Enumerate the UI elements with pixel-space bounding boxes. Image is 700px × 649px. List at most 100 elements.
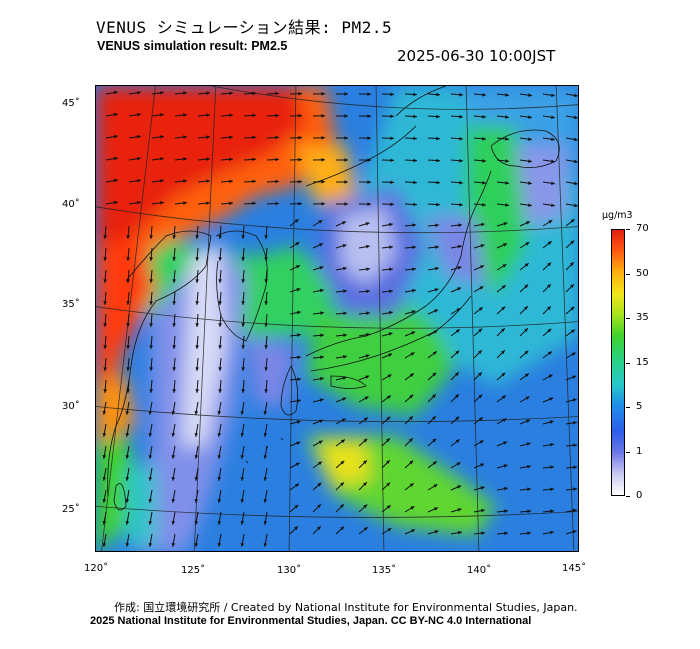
wind-arrow-head [480,463,485,467]
wind-arrow-head [298,91,302,96]
wind-arrow-head [344,92,348,96]
wind-arrow-head [195,367,199,371]
wind-arrow-head [389,267,393,272]
wind-arrow-head [206,113,210,117]
lon-label-140: 140˚ [467,565,492,576]
wind-arrow-head [502,418,507,422]
wind-arrow-head [264,323,268,327]
wind-arrow-head [363,417,368,422]
wind-arrow-head [125,520,130,525]
wind-arrow-head [432,351,437,355]
wind-arrow-head [321,136,325,140]
wind-arrow-head [459,158,463,163]
wind-arrow-head [412,245,416,250]
wind-arrow-head [551,159,555,164]
wind-arrow-head [240,432,245,437]
wind-arrow-head [367,92,371,96]
wind-arrow-head [126,257,130,261]
wind-arrow-head [171,410,176,415]
colorbar-unit: μg/m3 [602,210,633,221]
wind-arrow-head [457,508,462,512]
wind-arrow-head [413,180,417,185]
wind-arrow-head [194,542,199,547]
wind-arrow-head [434,507,439,511]
wind-arrow-head [252,91,256,96]
wind-arrow-head [229,135,233,140]
wind-arrow-head [501,285,506,289]
wind-arrow-head [114,90,118,95]
colorbar-label: 1 [636,445,643,457]
wind-arrow-head [501,350,505,355]
wind-arrow-head [436,202,440,207]
wind-arrow-head [126,367,130,371]
wind-arrow-head [114,178,118,183]
wind-arrow-head [240,454,245,459]
wind-arrow-head [344,114,348,118]
timestamp: 2025-06-30 10:00JST [397,47,556,65]
wind-arrow-head [137,200,141,205]
wind-arrow-head [102,498,107,503]
wind-arrow-head [482,115,486,119]
wind-arrow-head [547,328,552,333]
lat-label-25: 25˚ [62,504,80,515]
wind-arrow-head [434,309,439,313]
wind-arrow-head [195,345,199,349]
wind-arrow-head [229,201,233,206]
wind-arrow-head [160,179,164,183]
wind-arrow-head [526,221,531,225]
wind-arrow-head [298,179,302,184]
wind-arrow-head [125,454,130,459]
colorbar-label: 70 [636,223,649,234]
wind-arrow-head [433,484,438,488]
pm25-concentration-field [96,86,578,551]
wind-arrow-head [528,137,532,141]
wind-arrow-head [480,486,485,490]
wind-arrow-head [102,432,107,437]
wind-arrow-head [434,530,439,534]
wind-arrow-head [482,159,486,163]
lat-label-45: 45˚ [62,98,80,109]
wind-arrow-head [137,178,141,183]
wind-arrow-head [478,417,483,421]
wind-arrow-head [390,158,394,163]
wind-arrow-head [411,529,416,533]
wind-arrow-head [386,482,391,487]
wind-arrow-head [263,432,268,437]
wind-arrow-head [551,93,555,98]
wind-arrow-head [217,520,222,525]
wind-arrow-head [528,115,532,119]
coastlines [107,86,560,511]
lat-label-30: 30˚ [62,401,80,412]
wind-arrow-head [366,289,370,294]
wind-arrow-head [102,476,107,481]
wind-arrow-head [319,398,324,402]
wind-arrow-head [342,397,347,401]
wind-arrow-head [194,498,199,503]
wind-arrow-head [548,374,553,378]
wind-arrow-head [501,372,506,377]
wind-arrow-head [321,202,325,206]
pm25-map [95,85,579,552]
wind-arrow-head [480,508,485,513]
wind-arrow-head [319,288,324,293]
wind-arrow-head [570,284,574,289]
wind-arrow-head [206,157,210,161]
wind-arrow-head [160,113,164,117]
wind-arrow-head [340,460,345,465]
wind-arrow-head [455,350,460,355]
wind-arrow-head [263,498,268,503]
wind-arrow-head [342,266,347,271]
wind-arrow-head [148,410,153,415]
wind-arrow-head [551,181,555,186]
wind-arrow-head [526,419,531,423]
wind-arrow-head [240,520,245,525]
wind-arrow-head [456,308,461,312]
wind-arrow-head [264,279,268,283]
wind-arrow-head [574,181,578,186]
wind-arrow-head [548,220,553,224]
wind-arrow-head [343,311,347,316]
wind-arrow-head [550,509,554,513]
wind-arrow-head [149,389,153,393]
wind-arrow-head [114,200,118,205]
wind-arrow-head [114,156,118,161]
